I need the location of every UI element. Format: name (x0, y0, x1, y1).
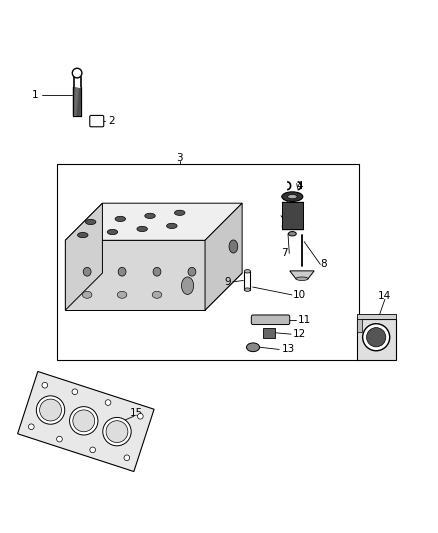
Bar (357, 319, 362, 332)
Text: 4: 4 (297, 181, 303, 191)
Text: 10: 10 (293, 290, 306, 300)
Ellipse shape (57, 436, 62, 442)
FancyBboxPatch shape (90, 116, 104, 127)
Polygon shape (65, 203, 242, 240)
Text: 15: 15 (129, 408, 143, 418)
Bar (282, 202, 303, 229)
Ellipse shape (118, 268, 126, 276)
Ellipse shape (42, 382, 48, 388)
Ellipse shape (28, 424, 34, 430)
Polygon shape (65, 203, 102, 310)
Bar (357, 319, 396, 360)
Ellipse shape (115, 216, 126, 222)
Bar (244, 271, 251, 289)
Text: 11: 11 (297, 315, 311, 325)
Ellipse shape (166, 223, 177, 229)
Text: 7: 7 (281, 248, 287, 259)
Text: 1: 1 (32, 90, 39, 100)
Polygon shape (65, 240, 205, 310)
Ellipse shape (72, 389, 78, 394)
Bar (357, 313, 396, 319)
Ellipse shape (188, 268, 196, 276)
Ellipse shape (288, 231, 296, 236)
Ellipse shape (152, 292, 162, 298)
Polygon shape (290, 271, 314, 279)
Ellipse shape (244, 270, 251, 273)
Ellipse shape (244, 288, 251, 292)
Text: 6: 6 (281, 222, 287, 232)
Ellipse shape (181, 277, 194, 294)
Bar (57, 164, 359, 360)
Ellipse shape (117, 292, 127, 298)
Ellipse shape (153, 268, 161, 276)
Ellipse shape (83, 268, 91, 276)
Ellipse shape (124, 455, 130, 461)
Ellipse shape (174, 210, 185, 215)
Ellipse shape (39, 399, 61, 421)
Ellipse shape (106, 421, 128, 442)
Text: 14: 14 (378, 291, 392, 301)
Ellipse shape (85, 220, 96, 224)
Text: 13: 13 (281, 344, 295, 354)
Ellipse shape (70, 407, 98, 435)
Ellipse shape (73, 410, 95, 432)
Text: 5: 5 (281, 196, 287, 206)
Ellipse shape (36, 396, 65, 424)
Polygon shape (205, 203, 242, 310)
Text: 3: 3 (177, 153, 183, 163)
Text: 9: 9 (224, 277, 231, 287)
Ellipse shape (105, 400, 111, 406)
Ellipse shape (282, 192, 303, 201)
Ellipse shape (103, 417, 131, 446)
Bar (263, 328, 276, 338)
Ellipse shape (145, 213, 155, 219)
Text: 8: 8 (321, 260, 327, 269)
Ellipse shape (107, 229, 118, 235)
FancyBboxPatch shape (251, 315, 290, 325)
Text: 2: 2 (109, 116, 115, 126)
Ellipse shape (367, 328, 386, 347)
Ellipse shape (90, 447, 95, 453)
Polygon shape (18, 372, 154, 472)
Ellipse shape (72, 68, 82, 78)
Ellipse shape (82, 292, 92, 298)
Ellipse shape (288, 195, 297, 199)
Ellipse shape (296, 277, 308, 280)
Ellipse shape (363, 324, 390, 351)
Ellipse shape (138, 414, 143, 419)
Polygon shape (65, 273, 242, 310)
Ellipse shape (78, 232, 88, 238)
Ellipse shape (137, 227, 148, 231)
Text: 12: 12 (293, 329, 307, 339)
Ellipse shape (229, 240, 238, 253)
Ellipse shape (247, 343, 260, 352)
